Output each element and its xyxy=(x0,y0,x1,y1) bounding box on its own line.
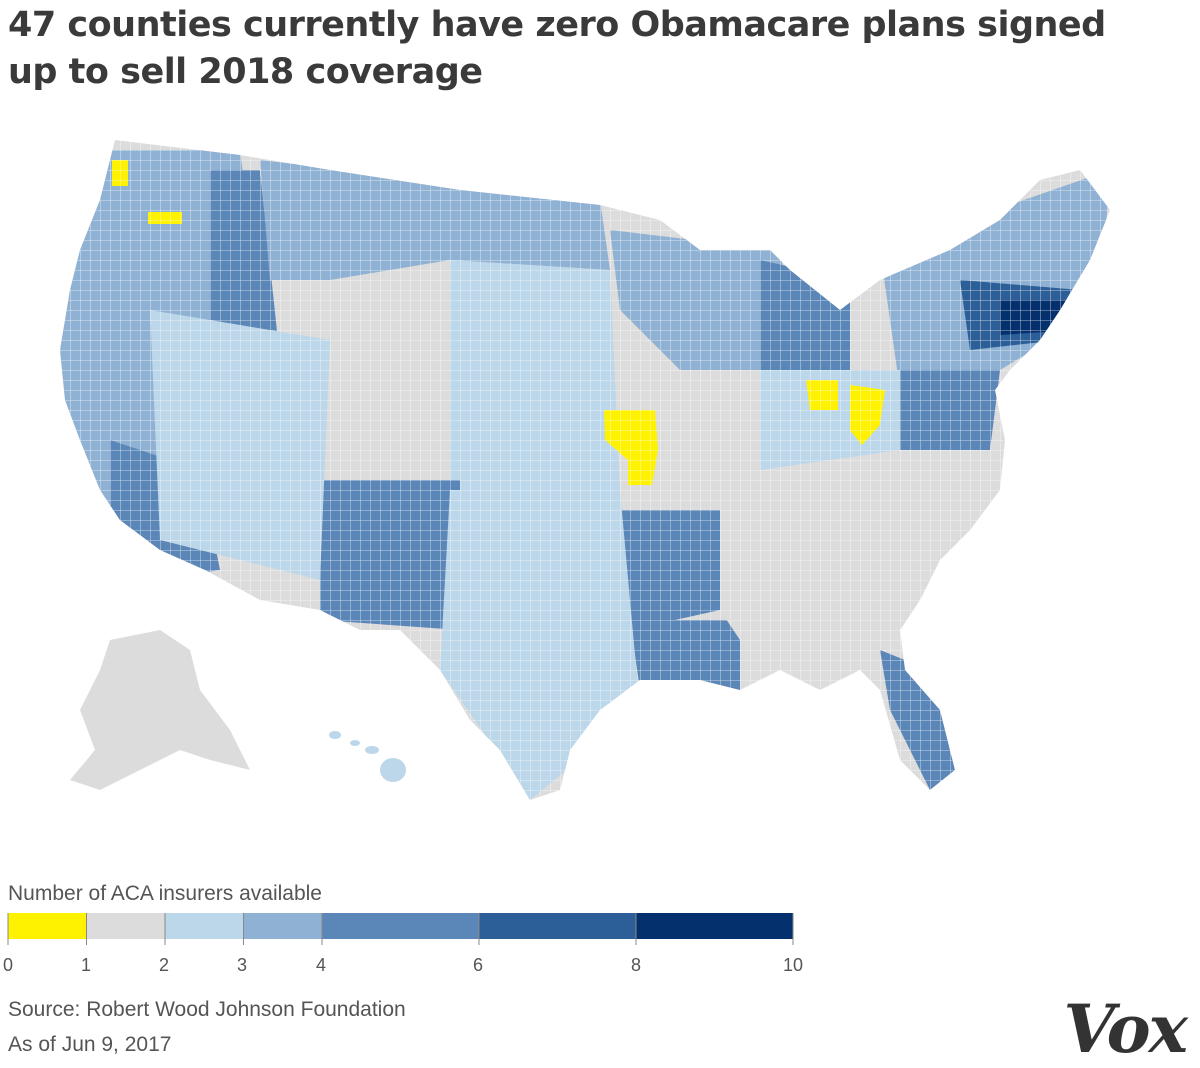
alaska xyxy=(70,630,250,790)
legend-title: Number of ACA insurers available xyxy=(8,882,322,905)
legend-bin-1-2 xyxy=(86,913,165,939)
date-note: As of Jun 9, 2017 xyxy=(8,1033,172,1056)
legend-bin-8-10 xyxy=(636,913,793,939)
chart-title: 47 counties currently have zero Obamacar… xyxy=(8,2,1188,96)
legend-bin-0-1 xyxy=(8,913,87,939)
legend-tick-6: 6 xyxy=(472,955,484,975)
legend-tick-2: 2 xyxy=(158,955,170,975)
legend-bin-6-8 xyxy=(479,913,636,939)
title-line-1: 47 counties currently have zero Obamacar… xyxy=(8,5,1106,45)
legend-tick-10: 10 xyxy=(782,955,804,975)
us-county-map xyxy=(60,140,1110,800)
legend-tick-1: 1 xyxy=(80,955,92,975)
source-note: Source: Robert Wood Johnson Foundation xyxy=(8,998,406,1021)
legend-tick-4: 4 xyxy=(315,955,327,975)
legend-bin-4-6 xyxy=(322,913,479,939)
legend-tick-8: 8 xyxy=(630,955,642,975)
legend-bin-2-3 xyxy=(165,913,244,939)
legend-tick-3: 3 xyxy=(236,955,248,975)
legend-bin-3-4 xyxy=(243,913,322,939)
legend-scale xyxy=(7,913,794,945)
hawaii xyxy=(329,731,406,782)
title-line-2: up to sell 2018 coverage xyxy=(8,52,483,92)
vox-logo: Vox xyxy=(1063,990,1188,1068)
legend-tick-0: 0 xyxy=(2,955,14,975)
